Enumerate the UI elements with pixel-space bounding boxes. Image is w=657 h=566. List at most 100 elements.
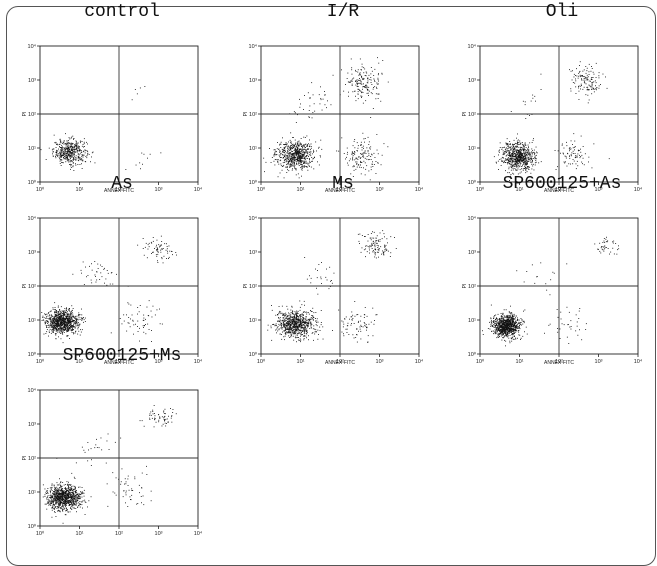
data-point bbox=[91, 157, 92, 158]
data-point bbox=[288, 315, 289, 316]
data-point bbox=[593, 77, 594, 78]
data-point bbox=[330, 281, 331, 282]
data-point bbox=[143, 320, 144, 321]
data-point bbox=[296, 318, 297, 319]
data-point bbox=[311, 144, 312, 145]
data-point bbox=[300, 161, 301, 162]
data-point bbox=[503, 152, 504, 153]
data-point bbox=[310, 97, 311, 98]
data-point bbox=[575, 75, 576, 76]
data-point bbox=[73, 332, 74, 333]
panel-title: As bbox=[22, 174, 222, 194]
data-point bbox=[566, 156, 567, 157]
data-point bbox=[531, 101, 532, 102]
data-point bbox=[512, 166, 513, 167]
data-point bbox=[355, 337, 356, 338]
data-point bbox=[293, 158, 294, 159]
data-point bbox=[85, 321, 86, 322]
data-point bbox=[298, 331, 299, 332]
data-point bbox=[590, 86, 591, 87]
data-point bbox=[588, 89, 589, 90]
y-tick-label: 10¹ bbox=[468, 318, 476, 324]
data-point bbox=[583, 146, 584, 147]
data-point bbox=[78, 154, 79, 155]
data-point bbox=[303, 154, 304, 155]
data-point bbox=[303, 312, 304, 313]
data-point bbox=[143, 325, 144, 326]
data-point bbox=[300, 156, 301, 157]
data-point bbox=[532, 98, 533, 99]
data-point bbox=[366, 165, 367, 166]
data-point bbox=[502, 161, 503, 162]
data-point bbox=[303, 166, 304, 167]
data-point bbox=[376, 88, 377, 89]
data-point bbox=[363, 67, 364, 68]
data-point bbox=[289, 314, 290, 315]
data-point bbox=[520, 156, 521, 157]
data-point bbox=[516, 157, 517, 158]
y-axis-label: PI bbox=[22, 284, 28, 289]
data-point bbox=[525, 144, 526, 145]
data-point bbox=[569, 150, 570, 151]
data-point bbox=[160, 152, 161, 153]
data-point bbox=[67, 149, 68, 150]
data-point bbox=[285, 320, 286, 321]
data-point bbox=[279, 155, 280, 156]
data-point bbox=[314, 103, 315, 104]
data-point bbox=[82, 146, 83, 147]
data-point bbox=[516, 316, 517, 317]
data-point bbox=[294, 157, 295, 158]
data-point bbox=[370, 73, 371, 74]
data-point bbox=[348, 334, 349, 335]
data-point bbox=[289, 320, 290, 321]
data-point bbox=[130, 305, 131, 306]
data-point bbox=[285, 151, 286, 152]
data-point bbox=[91, 280, 92, 281]
data-point bbox=[295, 152, 296, 153]
data-point bbox=[303, 145, 304, 146]
data-point bbox=[56, 326, 57, 327]
data-point bbox=[360, 91, 361, 92]
data-point bbox=[282, 327, 283, 328]
data-point bbox=[387, 146, 388, 147]
data-point bbox=[369, 91, 370, 92]
data-point bbox=[81, 159, 82, 160]
data-point bbox=[300, 153, 301, 154]
data-point bbox=[517, 324, 518, 325]
data-point bbox=[75, 159, 76, 160]
data-point bbox=[519, 162, 520, 163]
data-point bbox=[285, 154, 286, 155]
data-point bbox=[95, 275, 96, 276]
data-point bbox=[573, 153, 574, 154]
data-point bbox=[283, 331, 284, 332]
data-point bbox=[75, 318, 76, 319]
data-point bbox=[300, 322, 301, 323]
data-point bbox=[290, 142, 291, 143]
data-point bbox=[300, 144, 301, 145]
data-point bbox=[354, 147, 355, 148]
data-point bbox=[313, 319, 314, 320]
data-point bbox=[323, 99, 324, 100]
data-point bbox=[504, 154, 505, 155]
data-point bbox=[589, 100, 590, 101]
data-point bbox=[297, 326, 298, 327]
data-point bbox=[594, 74, 595, 75]
data-point bbox=[83, 147, 84, 148]
data-point bbox=[61, 330, 62, 331]
data-point bbox=[62, 334, 63, 335]
data-point bbox=[529, 167, 530, 168]
data-point bbox=[289, 155, 290, 156]
data-point bbox=[373, 87, 374, 88]
data-point bbox=[497, 325, 498, 326]
data-point bbox=[584, 80, 585, 81]
data-point bbox=[513, 152, 514, 153]
data-point bbox=[69, 161, 70, 162]
data-point bbox=[50, 323, 51, 324]
data-point bbox=[325, 104, 326, 105]
data-point bbox=[42, 317, 43, 318]
data-point bbox=[294, 329, 295, 330]
data-point bbox=[285, 315, 286, 316]
data-point bbox=[58, 314, 59, 315]
data-point bbox=[77, 325, 78, 326]
data-point bbox=[360, 329, 361, 330]
